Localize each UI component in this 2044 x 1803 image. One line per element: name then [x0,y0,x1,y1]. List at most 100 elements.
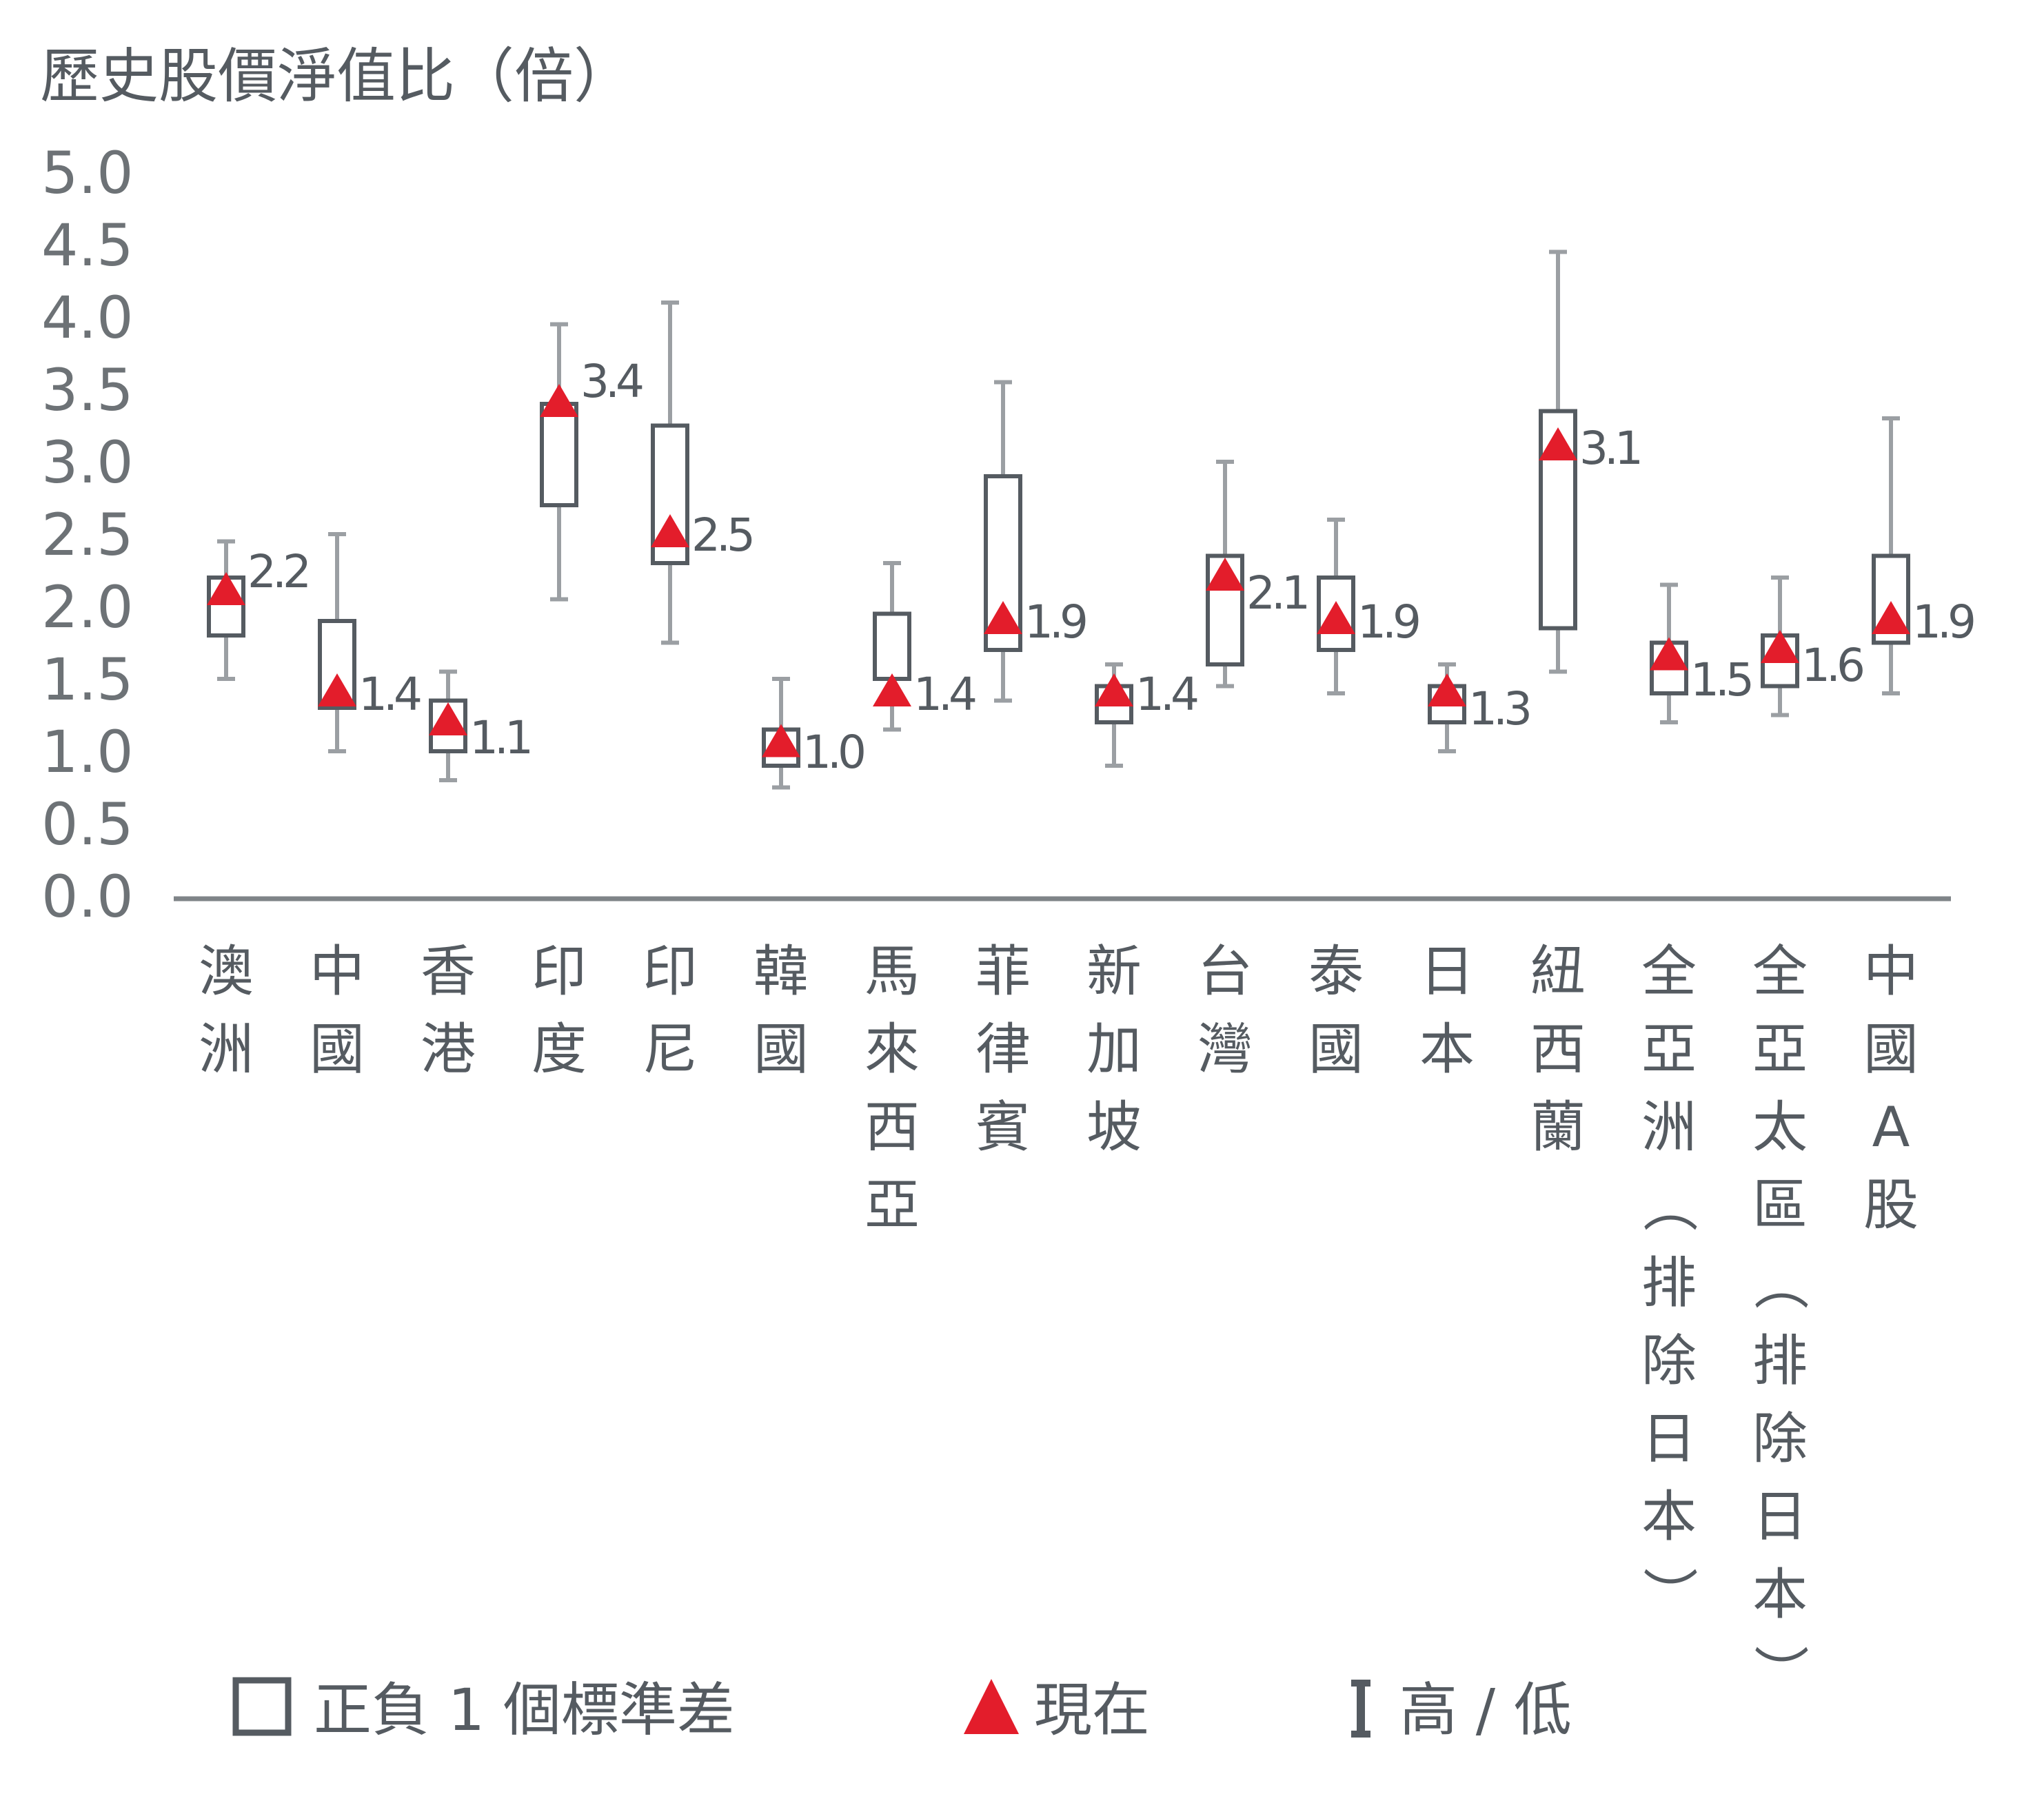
std-box [207,575,245,638]
category-label-char: 本 [1641,1485,1697,1549]
value-label: 3.1 [1579,422,1639,475]
category-label-char: 賓 [975,1095,1031,1159]
box-group [207,402,1910,768]
category-label-char: 蘭 [1530,1095,1586,1159]
y-tick-label: 3.5 [41,356,134,424]
category-label-char: 亞 [1752,1017,1808,1081]
category-label-char: ） [1748,1644,1812,1700]
category-label-char: 全 [1752,939,1808,1004]
category-label-char: 國 [310,1017,365,1081]
category-label-char: 國 [1863,1017,1919,1081]
category-label-char: 泰 [1308,939,1364,1004]
category-label-char: 菲 [975,939,1031,1004]
category-label-char: 除 [1641,1329,1697,1393]
value-label: 2.1 [1246,567,1306,620]
legend-box-swatch [232,1677,292,1736]
legend-label-box: 正負 1 個標準差 [314,1676,735,1744]
category-label-char: 排 [1752,1329,1808,1393]
category-label-char: 中 [310,939,365,1004]
value-label: 1.4 [1135,668,1197,721]
category-label-char: 尼 [642,1017,698,1081]
category-label-char: 股 [1863,1173,1919,1237]
value-label: 1.9 [1912,595,1974,649]
value-label-group: 2.2 1.4 1.1 3.4 2.5 1.0 1.4 1.9 1.4 2.1 1.9 1.3 3.1 1… [247,355,1978,779]
category-label-char: 印 [642,939,698,1004]
current-marker [1428,673,1466,706]
y-tick-label: 2.0 [41,573,134,641]
current-marker [873,673,911,706]
category-label-char: 馬 [864,939,920,1004]
category-label-char: ） [1637,1567,1701,1622]
category-label-char: 韓 [753,939,809,1004]
category-label-char: 亞 [1641,1017,1697,1081]
current-marker [1539,427,1577,460]
category-label-char: 香 [421,939,476,1004]
current-marker [1317,601,1355,634]
current-marker [1206,558,1244,591]
value-label: 1.9 [1024,595,1086,649]
current-marker [1095,673,1133,706]
y-tick-label: 1.5 [41,646,134,713]
current-marker [207,572,245,605]
category-label-char: 灣 [1197,1017,1253,1081]
category-label-char: 印 [532,939,587,1004]
category-label-char: 本 [1752,1562,1808,1627]
category-label-char: 太 [1752,1095,1808,1159]
value-label: 1.1 [469,711,529,764]
category-label-char: 亞 [864,1173,920,1237]
chart-title: 歷史股價淨值比（倍） [40,42,633,111]
current-marker [318,673,356,706]
legend: 正負 1 個標準差 現在 高 / 低 [232,1676,1572,1744]
current-marker [762,724,800,757]
category-label-char: 日 [1641,1407,1697,1471]
legend-whisker-swatch [1351,1680,1370,1738]
current-marker [651,514,689,547]
y-axis: 5.04.54.03.53.02.52.01.51.00.50.0 [41,139,134,930]
category-label-char: 度 [532,1017,587,1081]
category-label-char: 台 [1197,939,1253,1004]
y-tick-label: 1.0 [41,718,134,786]
category-label-char: A [1872,1095,1910,1159]
category-label-char: 洲 [1641,1095,1697,1159]
std-box [540,402,578,507]
value-label: 1.4 [913,668,975,721]
value-label: 2.2 [247,545,307,598]
category-label-char: 紐 [1530,939,1586,1004]
category-label-group: 澳洲中國香港印度印尼韓國馬來西亞菲律賓新加坡台灣泰國日本紐西蘭全亞洲（排除日本）… [199,939,1919,1700]
category-label-char: 澳 [199,939,254,1004]
category-label-char: 區 [1752,1173,1808,1237]
category-label-char: 中 [1863,939,1919,1004]
std-box [873,611,911,681]
category-label-char: 西 [1530,1017,1586,1081]
category-label-char: 除 [1752,1407,1808,1471]
category-label-char: 坡 [1086,1095,1142,1159]
value-label: 1.9 [1357,595,1419,649]
whisker-group [217,249,1900,790]
value-label: 1.6 [1801,639,1863,692]
y-tick-label: 4.5 [41,212,134,279]
category-label-char: 西 [864,1095,920,1159]
current-marker [429,702,467,735]
category-label-char: 國 [1308,1017,1364,1081]
std-box [1206,553,1244,666]
current-marker [984,601,1022,634]
category-label-char: （ [1637,1177,1701,1232]
category-label-char: 港 [421,1017,476,1081]
category-label-char: 排 [1641,1251,1697,1315]
value-label: 2.5 [691,509,752,562]
category-label-char: 日 [1419,939,1475,1004]
value-label: 3.4 [580,355,642,408]
std-box [1317,575,1355,652]
current-marker [1650,637,1688,671]
y-tick-label: 3.0 [41,429,134,496]
value-label: 1.5 [1690,653,1751,706]
category-label-char: （ [1748,1255,1812,1310]
current-marker [1761,630,1799,663]
value-label: 1.0 [802,726,864,779]
marker-group [207,384,1910,757]
category-label-char: 本 [1419,1017,1475,1081]
value-label: 1.4 [358,668,421,721]
current-marker [540,384,578,417]
category-label-char: 國 [753,1017,809,1081]
